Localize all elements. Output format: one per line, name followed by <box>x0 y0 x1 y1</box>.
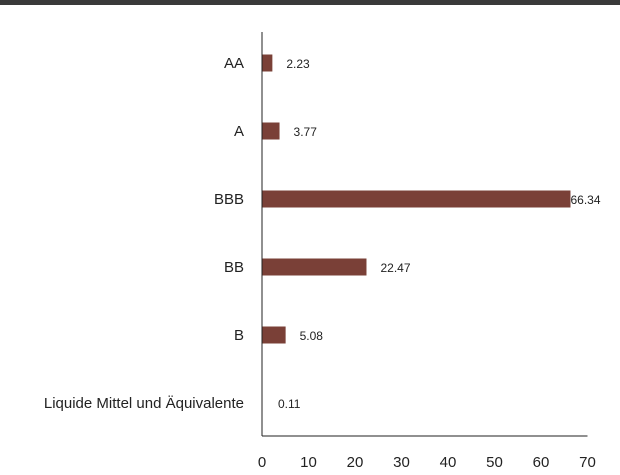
bar-a <box>262 122 280 140</box>
value-label: 2.23 <box>286 57 310 71</box>
value-label: 66.34 <box>570 193 600 207</box>
x-tick-label: 50 <box>486 454 503 471</box>
bar-bbb <box>262 190 571 208</box>
bar-aa <box>262 54 273 72</box>
x-tick-label: 40 <box>440 454 457 471</box>
top-border-bar <box>0 0 620 5</box>
x-tick-label: 0 <box>258 454 266 471</box>
category-label: BBB <box>214 191 244 208</box>
value-label: 0.11 <box>278 397 301 411</box>
x-tick-label: 10 <box>300 454 317 471</box>
category-label: Liquide Mittel und Äquivalente <box>44 395 244 412</box>
value-label: 22.47 <box>380 261 410 275</box>
x-tick-label: 60 <box>533 454 550 471</box>
x-tick-label: 20 <box>347 454 364 471</box>
bar-bb <box>262 258 367 276</box>
value-labels-group: 2.23 3.77 66.34 22.47 5.08 0.11 <box>278 57 601 411</box>
bars-group <box>262 54 571 412</box>
category-label: A <box>234 123 244 140</box>
category-label: BB <box>224 259 244 276</box>
value-label: 5.08 <box>300 329 324 343</box>
bar-b <box>262 326 286 344</box>
x-tick-label: 30 <box>393 454 410 471</box>
category-label: AA <box>224 55 244 72</box>
x-tick-label: 70 <box>579 454 596 471</box>
x-tick-labels-group: 0 10 20 30 40 50 60 70 <box>258 454 596 471</box>
value-label: 3.77 <box>294 125 318 139</box>
category-label: B <box>234 327 244 344</box>
